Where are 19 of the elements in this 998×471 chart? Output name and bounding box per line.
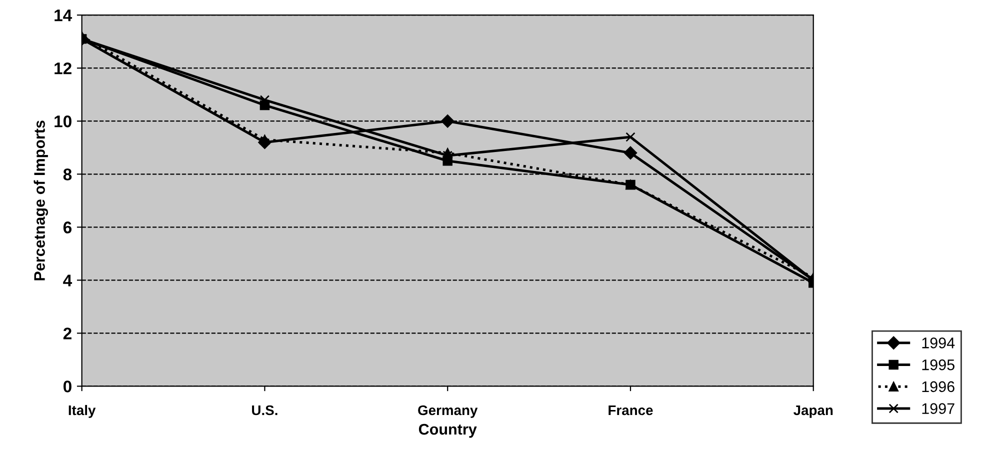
y-tick-label: 4 — [63, 274, 72, 286]
legend-label: 1996 — [922, 381, 954, 392]
legend-label: 1994 — [922, 338, 955, 348]
x-tick-label: France — [608, 405, 653, 416]
x-tick-label: Italy — [68, 404, 96, 418]
x-tick-label: Japan — [794, 405, 833, 418]
y-tick-label: 10 — [54, 116, 72, 128]
y-axis-title: Percetnage of Imports — [34, 120, 48, 280]
y-tick-label: 8 — [63, 168, 72, 180]
x-axis-title: Country — [418, 424, 477, 438]
legend-label: 1997 — [922, 403, 954, 414]
legend-label: 1995 — [922, 359, 954, 370]
x-tick-label: U.S. — [252, 405, 278, 416]
y-tick-label: 14 — [54, 10, 72, 22]
x-tick-label: Germany — [418, 405, 478, 418]
y-tick-label: 6 — [63, 222, 72, 234]
y-tick-label: 12 — [54, 62, 72, 74]
y-tick-label: 2 — [63, 328, 72, 340]
y-tick-label: 0 — [64, 380, 72, 392]
